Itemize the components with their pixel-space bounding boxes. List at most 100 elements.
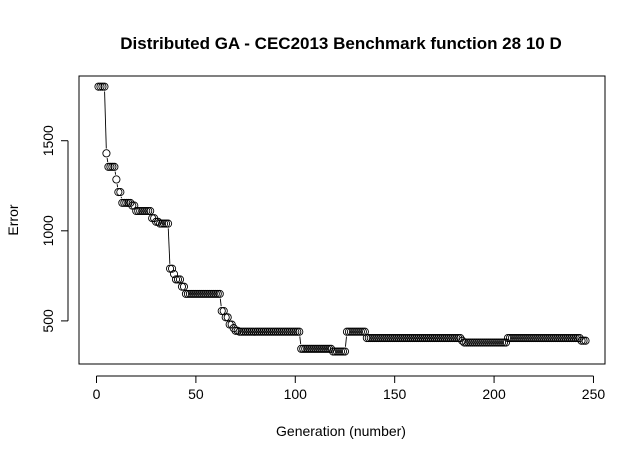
data-point bbox=[100, 82, 109, 91]
data-point bbox=[428, 333, 437, 343]
data-point bbox=[98, 82, 107, 91]
data-point bbox=[396, 333, 405, 343]
data-point bbox=[507, 333, 517, 343]
data-point bbox=[450, 333, 459, 343]
data-point bbox=[402, 333, 411, 343]
data-point bbox=[547, 333, 556, 343]
data-point bbox=[332, 347, 342, 356]
data-point bbox=[529, 333, 538, 343]
data-point bbox=[235, 327, 244, 336]
data-point bbox=[476, 338, 485, 347]
data-point bbox=[543, 333, 552, 343]
data-point bbox=[330, 347, 340, 356]
data-point bbox=[253, 327, 262, 336]
data-point bbox=[440, 333, 449, 343]
data-point bbox=[134, 206, 143, 216]
data-point bbox=[154, 217, 163, 226]
data-point bbox=[108, 162, 117, 171]
data-point bbox=[321, 344, 330, 353]
data-point bbox=[462, 338, 471, 347]
data-point bbox=[537, 333, 546, 343]
data-point bbox=[382, 333, 391, 343]
data-point bbox=[478, 338, 487, 347]
data-point bbox=[527, 333, 536, 343]
data-point bbox=[446, 333, 455, 343]
y-axis-label: Error bbox=[5, 204, 21, 235]
data-point bbox=[126, 198, 135, 207]
data-point bbox=[181, 289, 190, 298]
data-point bbox=[158, 219, 167, 228]
data-point bbox=[468, 338, 477, 347]
data-point bbox=[368, 333, 377, 343]
data-point bbox=[243, 327, 252, 336]
x-tick-label: 200 bbox=[482, 386, 506, 402]
data-point bbox=[114, 188, 123, 197]
connector-line bbox=[104, 91, 107, 149]
data-point bbox=[426, 333, 435, 343]
data-point bbox=[229, 324, 238, 333]
data-point bbox=[96, 82, 105, 91]
data-point bbox=[515, 333, 524, 343]
data-point bbox=[482, 338, 491, 347]
data-point bbox=[164, 219, 173, 228]
data-point bbox=[237, 327, 246, 336]
data-point bbox=[211, 289, 220, 298]
data-point bbox=[207, 289, 216, 298]
data-point bbox=[497, 338, 507, 347]
data-point bbox=[521, 333, 530, 343]
data-point bbox=[354, 327, 363, 336]
data-point bbox=[175, 275, 185, 284]
data-point bbox=[474, 338, 483, 347]
data-point bbox=[303, 344, 312, 353]
data-point bbox=[277, 327, 286, 336]
connector-line bbox=[167, 228, 171, 264]
data-point bbox=[531, 333, 540, 343]
data-point bbox=[338, 347, 348, 356]
data-point bbox=[480, 338, 489, 347]
data-point bbox=[422, 333, 431, 343]
data-point bbox=[283, 327, 292, 336]
data-point bbox=[511, 333, 520, 343]
data-point bbox=[275, 327, 284, 336]
data-point bbox=[458, 336, 467, 345]
data-point bbox=[398, 333, 407, 343]
data-point bbox=[106, 162, 115, 171]
data-point bbox=[94, 82, 103, 91]
data-point bbox=[209, 289, 218, 298]
data-point bbox=[492, 338, 501, 347]
data-point bbox=[549, 333, 558, 343]
data-point bbox=[410, 333, 419, 343]
data-point bbox=[255, 327, 264, 336]
data-point bbox=[380, 333, 389, 343]
data-point bbox=[311, 344, 320, 353]
data-point bbox=[555, 333, 564, 343]
data-point bbox=[118, 198, 127, 207]
data-point bbox=[201, 289, 210, 298]
connector-line bbox=[106, 158, 109, 163]
data-point bbox=[533, 333, 542, 343]
data-point bbox=[513, 333, 522, 343]
x-tick-label: 50 bbox=[188, 386, 204, 402]
data-point bbox=[561, 333, 570, 343]
data-point bbox=[165, 264, 175, 273]
data-point bbox=[436, 333, 445, 343]
data-point bbox=[539, 333, 548, 343]
data-point bbox=[545, 333, 554, 343]
data-point bbox=[120, 198, 129, 207]
data-point bbox=[179, 282, 189, 291]
x-tick-label: 150 bbox=[383, 386, 407, 402]
data-point bbox=[364, 333, 373, 343]
data-point bbox=[291, 327, 300, 336]
data-point bbox=[356, 327, 365, 336]
x-tick-label: 250 bbox=[582, 386, 606, 402]
data-point bbox=[271, 327, 280, 336]
data-point bbox=[273, 327, 282, 336]
data-point bbox=[295, 327, 304, 336]
data-point bbox=[162, 219, 171, 228]
data-point bbox=[173, 275, 183, 284]
data-point bbox=[495, 338, 505, 347]
data-point bbox=[205, 289, 214, 298]
data-point bbox=[408, 333, 417, 343]
data-point bbox=[167, 264, 177, 273]
data-point bbox=[329, 347, 338, 356]
